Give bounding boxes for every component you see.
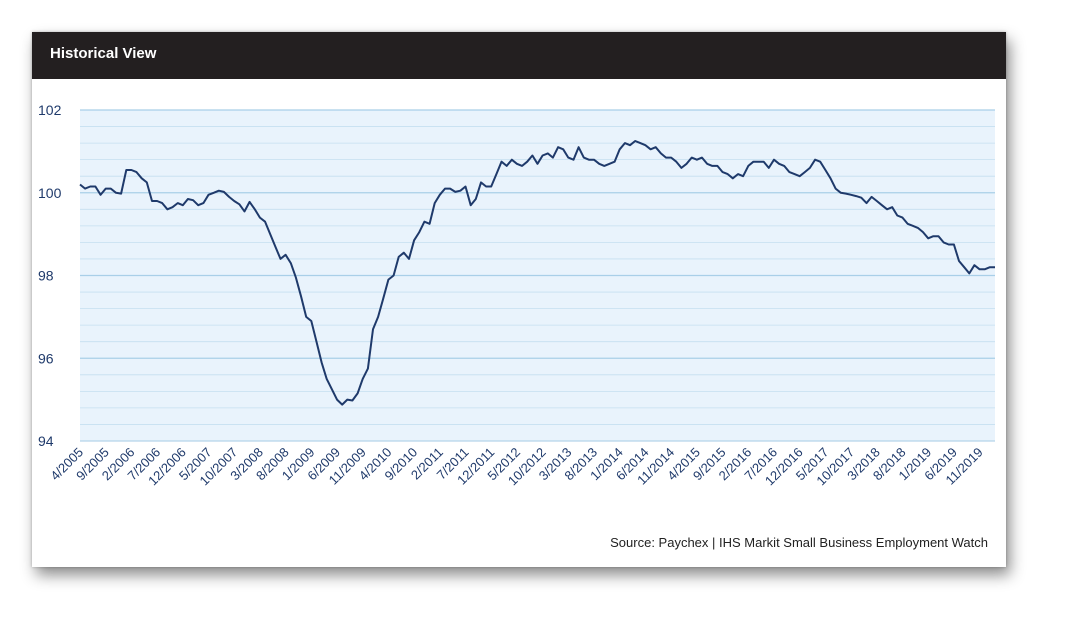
- source-note: Source: Paychex | IHS Markit Small Busin…: [610, 535, 988, 550]
- chart-header: Historical View: [32, 32, 1006, 79]
- line-chart: 9496981001024/20059/20052/20067/200612/2…: [38, 102, 995, 488]
- y-tick-label: 96: [38, 350, 54, 366]
- y-tick-label: 102: [38, 102, 62, 118]
- y-tick-label: 100: [38, 185, 62, 201]
- y-tick-label: 98: [38, 268, 54, 284]
- series-line: [79, 140, 995, 406]
- chart-title: Historical View: [50, 45, 157, 62]
- y-tick-label: 94: [38, 433, 54, 449]
- chart-card: Historical View 94 96 98 100 102 4/2005 9/2005…: [32, 32, 1006, 567]
